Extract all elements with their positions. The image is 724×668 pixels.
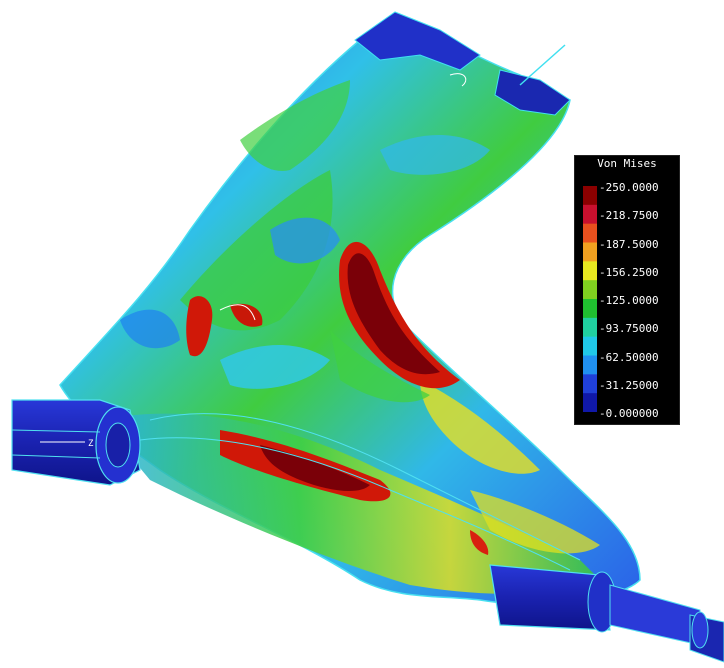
legend-color-swatch <box>583 317 597 338</box>
legend-tick-label: -93.75000 <box>599 322 659 336</box>
legend-color-swatch <box>583 223 597 243</box>
peak-stress-region <box>347 253 440 375</box>
legend-tick-label: -31.25000 <box>599 378 659 392</box>
legend-color-swatch <box>583 336 597 356</box>
axis-label: Z <box>88 439 94 449</box>
legend-color-bar <box>583 186 597 412</box>
right-bushing <box>489 564 724 663</box>
legend-color-swatch <box>583 393 597 412</box>
legend-color-swatch <box>583 261 597 281</box>
legend-title: Von Mises <box>597 157 657 170</box>
legend-tick-label: -250.0000 <box>599 181 659 194</box>
legend-color-swatch <box>583 186 597 206</box>
legend-color-swatch <box>583 355 597 375</box>
legend-tick-label: -0.000000 <box>599 407 659 420</box>
legend-tick-label: -125.0000 <box>599 294 659 307</box>
legend-tick-label: -156.2500 <box>599 265 659 279</box>
legend-tick-label: -218.7500 <box>599 209 659 223</box>
legend-tick-label: -187.5000 <box>599 237 659 251</box>
top-mount-lug <box>354 11 481 71</box>
legend-tick-label: -62.50000 <box>599 350 659 364</box>
legend-color-swatch <box>583 374 597 394</box>
left-bushing: Z <box>11 399 141 486</box>
legend-color-swatch <box>583 299 597 319</box>
legend-color-swatch <box>583 280 597 300</box>
stress-legend: Von Mises -250.0000 -218.7500 -187.5000 -15… <box>574 155 680 425</box>
legend-color-swatch <box>583 204 597 225</box>
legend-color-swatch <box>583 242 597 262</box>
